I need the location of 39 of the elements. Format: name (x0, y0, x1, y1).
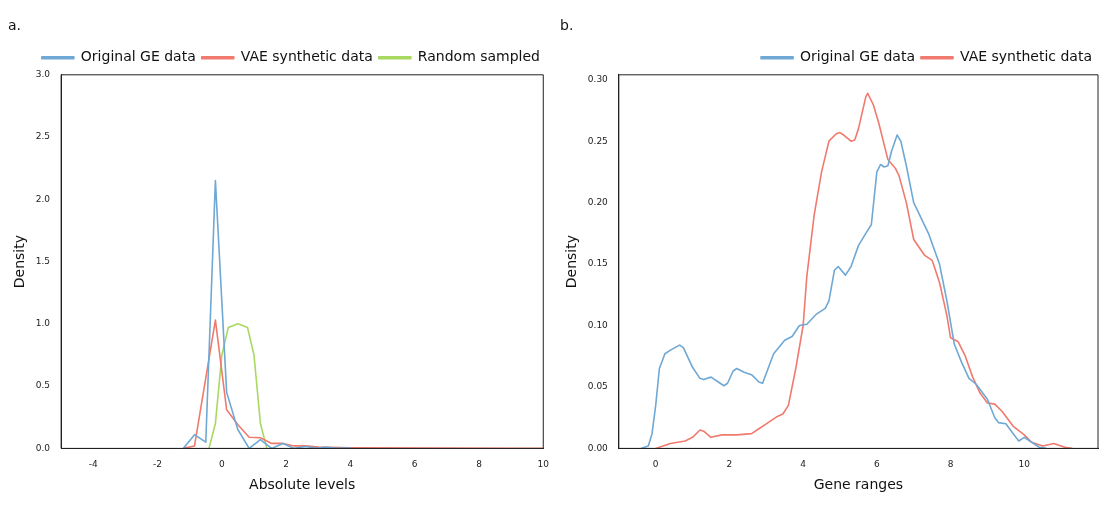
y-tick-label: 0.20 (587, 196, 609, 207)
y-axis-title: Density (11, 234, 28, 289)
legend-label: VAE synthetic data (240, 48, 373, 65)
y-tick-label: 1.0 (35, 318, 51, 329)
chart-title: b. (560, 17, 574, 34)
legend-label: Original GE data (80, 48, 196, 65)
y-tick-label: 1.5 (35, 255, 51, 266)
chart-title: a. (8, 17, 22, 34)
x-tick-label: 2 (283, 459, 289, 470)
y-tick-label: 0.10 (587, 319, 609, 330)
y-tick-label: 2.0 (35, 193, 51, 204)
x-tick-label: -4 (88, 459, 99, 470)
y-tick-label: 3.0 (35, 69, 51, 80)
y-tick-label: 0.0 (35, 442, 51, 453)
x-tick-label: 4 (800, 459, 807, 470)
x-tick-label: 6 (873, 459, 880, 470)
x-tick-label: 0 (218, 459, 225, 470)
x-tick-label: 0 (652, 459, 659, 470)
legend-label: Random sampled (417, 48, 540, 65)
x-tick-label: -2 (153, 459, 163, 470)
y-tick-label: 0.30 (587, 74, 609, 85)
x-tick-label: 6 (411, 459, 418, 470)
y-tick-label: 0.05 (587, 381, 608, 392)
legend-label: VAE synthetic data (959, 48, 1092, 65)
legend-label: Original GE data (800, 48, 915, 65)
y-tick-label: 2.5 (35, 131, 51, 142)
x-axis-title: Gene ranges (813, 476, 904, 493)
y-tick-label: 0.00 (587, 442, 609, 453)
x-axis-title: Absolute levels (249, 476, 356, 493)
y-axis-title: Density (563, 234, 580, 289)
x-tick-label: 2 (726, 459, 733, 470)
x-tick-label: 8 (947, 459, 954, 470)
y-tick-label: 0.5 (35, 380, 51, 391)
y-tick-label: 0.25 (587, 135, 608, 146)
y-tick-label: 0.15 (587, 258, 608, 269)
x-tick-label: 10 (537, 459, 550, 470)
x-tick-label: 4 (347, 459, 354, 470)
x-tick-label: 8 (476, 459, 483, 470)
x-tick-label: 10 (1018, 459, 1031, 470)
